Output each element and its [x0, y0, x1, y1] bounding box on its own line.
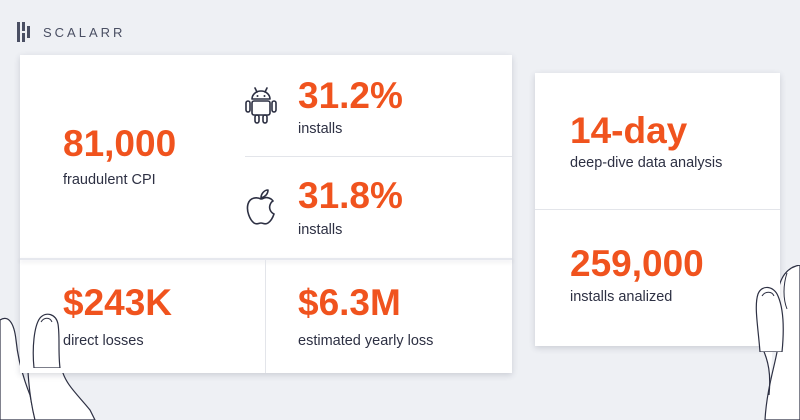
- horizontal-divider-analysis: [535, 209, 780, 210]
- android-installs-value: 31.2%: [298, 75, 403, 116]
- brand-logo: SCALARR: [17, 20, 125, 44]
- brand-name: SCALARR: [43, 24, 126, 40]
- analysis-period-value: 14-day: [570, 110, 688, 151]
- fraud-cpi-label: fraudulent CPI: [63, 172, 156, 188]
- vertical-divider-bottom: [265, 260, 266, 373]
- horizontal-divider-main: [20, 258, 512, 260]
- yearly-loss-label: estimated yearly loss: [298, 333, 434, 349]
- ios-installs-label: installs: [298, 222, 343, 238]
- analysis-card: 14-day deep-dive data analysis 259,000 i…: [535, 73, 780, 346]
- yearly-loss-value: $6.3M: [298, 282, 401, 323]
- fraud-stats-card: 81,000 fraudulent CPI 31.2% installs 31.…: [20, 55, 512, 373]
- installs-analyzed-value: 259,000: [570, 243, 704, 284]
- horizontal-divider-platforms: [245, 156, 512, 157]
- direct-losses-label: direct losses: [63, 333, 144, 349]
- apple-icon: [246, 189, 275, 225]
- left-thumb-illustration: [32, 313, 61, 368]
- fraud-cpi-value: 81,000: [63, 123, 177, 164]
- installs-analyzed-label: installs analized: [570, 289, 673, 305]
- android-installs-label: installs: [298, 121, 343, 137]
- android-icon: [245, 87, 277, 124]
- ios-installs-value: 31.8%: [298, 175, 403, 216]
- analysis-period-label: deep-dive data analysis: [570, 155, 723, 171]
- scalarr-logo-icon: [17, 22, 35, 42]
- right-thumb-illustration: [755, 286, 784, 352]
- direct-losses-value: $243K: [63, 282, 173, 323]
